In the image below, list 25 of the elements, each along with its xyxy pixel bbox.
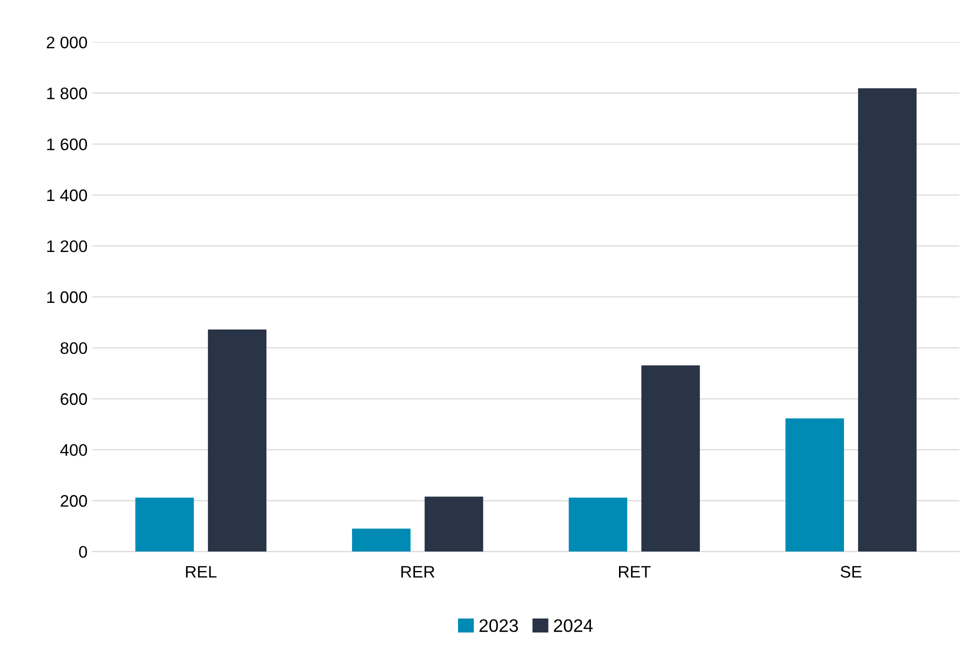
y-tick-label: 1 200 [47, 240, 88, 252]
y-tick-label: 1 800 [47, 88, 88, 100]
legend-label: 2024 [554, 619, 593, 632]
bar [424, 496, 484, 552]
y-tick-label: 1 400 [47, 189, 88, 202]
y-tick-label: 200 [60, 495, 88, 507]
bar [568, 498, 628, 552]
legend-label: 2023 [479, 619, 518, 632]
bar [135, 498, 194, 552]
y-tick-label: 1 000 [47, 291, 88, 304]
bar [858, 88, 917, 552]
x-tick-label: RER [401, 566, 434, 578]
bar [352, 528, 411, 552]
bar [641, 365, 700, 552]
y-tick-label: 0 [79, 546, 88, 558]
x-tick-label: SE [840, 566, 862, 578]
y-tick-label: 800 [60, 342, 88, 354]
x-tick-label: RET [619, 566, 651, 578]
x-tick-label: REL [186, 566, 217, 578]
y-tick-label: 400 [60, 444, 88, 456]
bar [785, 418, 844, 552]
y-tick-label: 2 000 [46, 36, 88, 48]
y-tick-label: 1 600 [47, 138, 88, 150]
bar [208, 329, 266, 552]
y-tick-label: 600 [60, 393, 88, 405]
